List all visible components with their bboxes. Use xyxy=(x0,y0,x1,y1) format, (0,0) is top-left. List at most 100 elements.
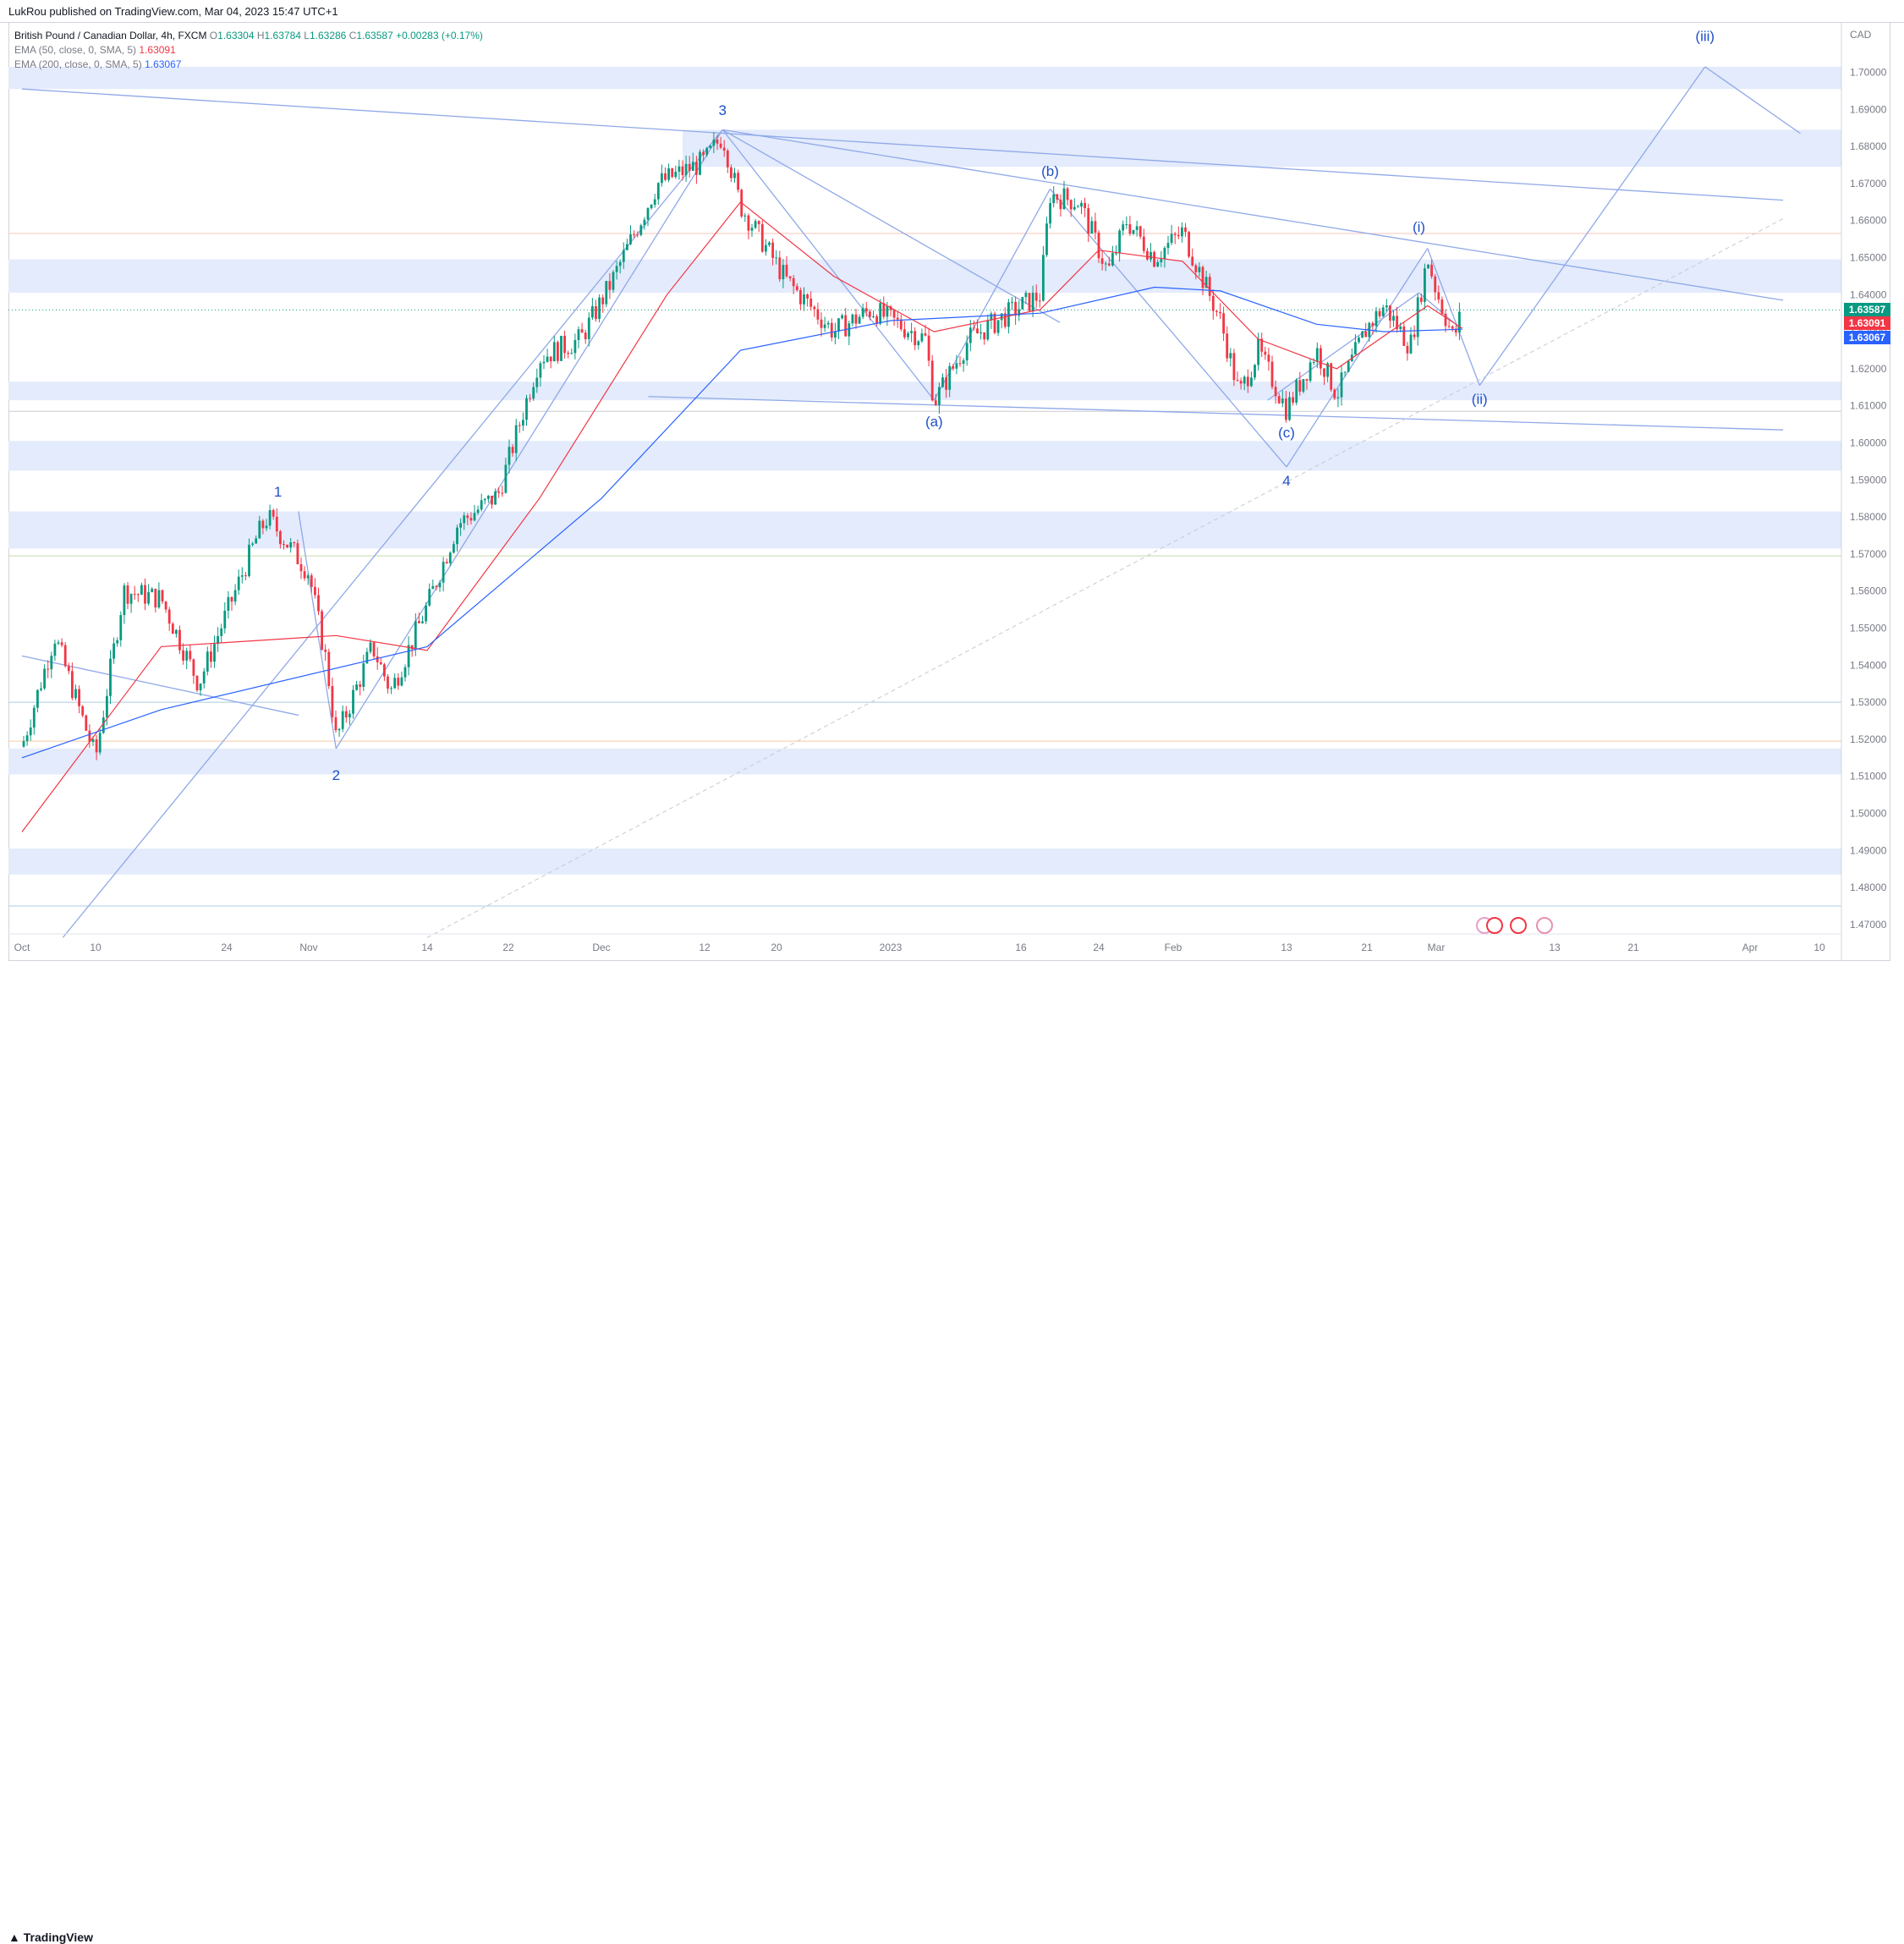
candle-body xyxy=(255,538,258,544)
candle xyxy=(747,213,750,239)
candle-body xyxy=(546,356,549,362)
price-tick-label: 1.60000 xyxy=(1850,437,1887,449)
candle xyxy=(882,296,886,320)
candle-body xyxy=(1173,233,1177,235)
candle-body xyxy=(771,242,774,258)
wave-label: (ii) xyxy=(1472,392,1488,408)
candle-body xyxy=(334,717,337,731)
candle xyxy=(487,495,490,503)
time-tick-label: 12 xyxy=(699,942,711,953)
candle-body xyxy=(397,678,400,686)
trendline xyxy=(1704,66,1801,135)
chart-legend: British Pound / Canadian Dollar, 4h, FXC… xyxy=(14,29,483,72)
price-tick-label: 1.52000 xyxy=(1850,733,1887,745)
candle xyxy=(1444,309,1447,332)
candle xyxy=(750,223,754,237)
candle-body xyxy=(1246,376,1249,387)
candle xyxy=(1139,225,1142,239)
trendline xyxy=(722,129,1061,323)
candle xyxy=(1115,245,1117,256)
ema200-value: 1.63067 xyxy=(145,58,182,70)
candle xyxy=(40,682,42,692)
candle xyxy=(518,421,521,433)
candle xyxy=(899,314,903,332)
candle xyxy=(504,458,508,494)
candle-body xyxy=(1347,360,1350,372)
candle xyxy=(1003,307,1007,329)
low-value: 1.63286 xyxy=(309,30,347,41)
candle-body xyxy=(88,730,91,743)
candle xyxy=(310,573,313,593)
candle-body xyxy=(795,286,798,291)
candle xyxy=(442,557,445,592)
candle xyxy=(705,146,709,157)
candle-body xyxy=(230,596,233,602)
candle-body xyxy=(864,308,868,312)
candle-body xyxy=(504,464,508,493)
candle xyxy=(864,301,868,317)
candle xyxy=(126,582,129,610)
candle-body xyxy=(584,332,587,339)
candle xyxy=(202,667,206,689)
candle-body xyxy=(1270,361,1274,387)
candle xyxy=(1184,222,1187,237)
candle-body xyxy=(1024,293,1028,298)
price-tick-label: 1.48000 xyxy=(1850,881,1887,893)
candle xyxy=(584,329,587,344)
candle-body xyxy=(1236,380,1239,382)
candle xyxy=(965,335,968,366)
candle xyxy=(491,495,493,509)
candle-body xyxy=(32,707,36,728)
candle-body xyxy=(542,361,546,364)
candle-body xyxy=(826,322,830,325)
candle-body xyxy=(958,363,962,365)
candle-body xyxy=(1191,256,1194,266)
price-tick-label: 1.66000 xyxy=(1850,215,1887,227)
price-tick-label: 1.61000 xyxy=(1850,400,1887,412)
candle-body xyxy=(1132,229,1135,234)
tradingview-logo[interactable]: ▲ TradingView xyxy=(8,1930,93,1944)
candle xyxy=(217,627,219,652)
candle-body xyxy=(681,166,684,176)
candle-body xyxy=(1358,338,1360,343)
candle-body xyxy=(1250,377,1253,387)
time-tick-label: 21 xyxy=(1361,942,1373,953)
candle-body xyxy=(410,645,414,650)
candle xyxy=(816,302,820,325)
candle xyxy=(1049,197,1051,229)
candle-body xyxy=(327,651,331,687)
candle xyxy=(595,299,597,322)
candle xyxy=(448,551,452,567)
candle xyxy=(557,340,559,364)
candle-body xyxy=(1188,232,1190,257)
candle-body xyxy=(303,571,306,579)
dashed-trendline xyxy=(426,218,1784,938)
candle xyxy=(1285,391,1287,423)
candle xyxy=(948,362,952,398)
candle-body xyxy=(837,318,840,332)
time-tick-label: 24 xyxy=(221,942,233,953)
candle-body xyxy=(650,204,653,209)
candle-body xyxy=(598,297,601,319)
candle xyxy=(1424,263,1426,310)
candle xyxy=(359,680,362,696)
candle xyxy=(1031,285,1034,318)
chart-frame[interactable] xyxy=(8,22,1890,961)
candle xyxy=(1045,217,1048,257)
candle-body xyxy=(1419,297,1423,302)
candle-body xyxy=(522,420,524,426)
candle xyxy=(1142,228,1145,254)
candle-body xyxy=(1028,293,1031,311)
close-value: 1.63587 xyxy=(356,30,393,41)
candle-body xyxy=(1215,310,1218,312)
candle xyxy=(1229,348,1232,367)
candle-body xyxy=(293,542,296,544)
footer-bar: ▲ TradingView xyxy=(0,962,1904,1944)
candle-body xyxy=(788,276,792,278)
candle-body xyxy=(1264,351,1267,355)
candle xyxy=(445,558,448,564)
candle-body xyxy=(886,306,889,317)
time-tick-label: 22 xyxy=(502,942,514,953)
candle-body xyxy=(60,642,63,645)
